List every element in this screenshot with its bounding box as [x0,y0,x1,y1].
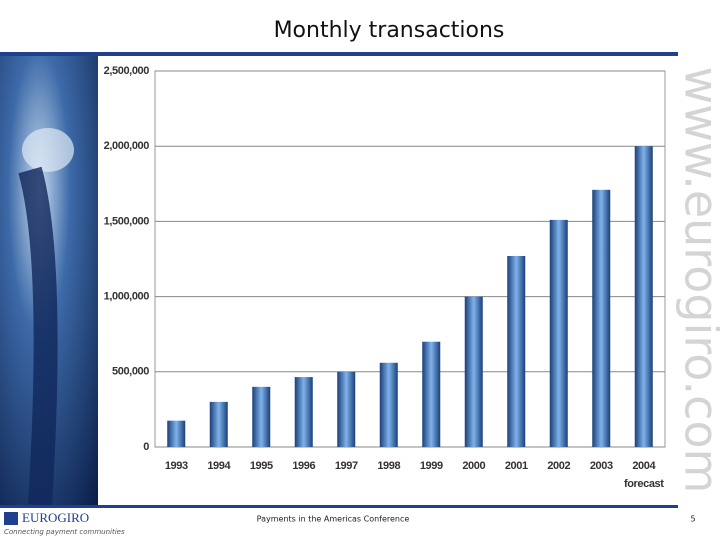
bar [549,219,568,447]
x-annotation: forecast [624,478,664,490]
bar [209,401,228,447]
x-tick-label: 2001 [505,460,528,472]
x-tick-label: 1993 [165,460,188,472]
x-tick-label: 1995 [250,460,273,472]
page-number: 5 [690,515,695,524]
x-tick-label: 1996 [292,460,315,472]
plot-frame [154,70,666,448]
y-tick-label: 2,500,000 [104,65,150,77]
photo-cable [18,166,58,506]
x-tick-label: 2003 [590,460,613,472]
x-tick-label: 1997 [335,460,358,472]
tagline: Connecting payment communities [4,528,125,536]
x-tick-label: 1994 [207,460,231,472]
y-tick-label: 0 [143,441,149,453]
bar [422,341,441,447]
logo: EUROGIRO [22,510,89,525]
bar [379,362,398,447]
watermark: www.eurogiro.com [675,67,720,494]
bar [294,377,313,447]
bar [592,189,611,448]
bar [507,255,526,447]
y-tick-label: 2,000,000 [104,140,150,152]
bar [167,420,186,447]
bar [252,386,271,447]
y-tick-label: 1,500,000 [104,215,150,227]
logo-mark [4,512,18,525]
bar [634,146,653,447]
x-tick-label: 2004 [632,460,656,472]
x-tick-label: 1999 [420,460,443,472]
bar [464,296,483,447]
x-tick-label: 2002 [547,460,570,472]
footer-text: Payments in the Americas Conference [257,515,410,524]
x-tick-label: 1998 [377,460,400,472]
photo-highlight [22,128,74,172]
y-tick-label: 500,000 [112,366,149,378]
bar [337,371,356,447]
header-rule [0,52,678,56]
footer-rule [0,505,678,508]
slide-title: Monthly transactions [274,18,505,43]
y-tick-label: 1,000,000 [104,291,150,303]
x-tick-label: 2000 [462,460,485,472]
